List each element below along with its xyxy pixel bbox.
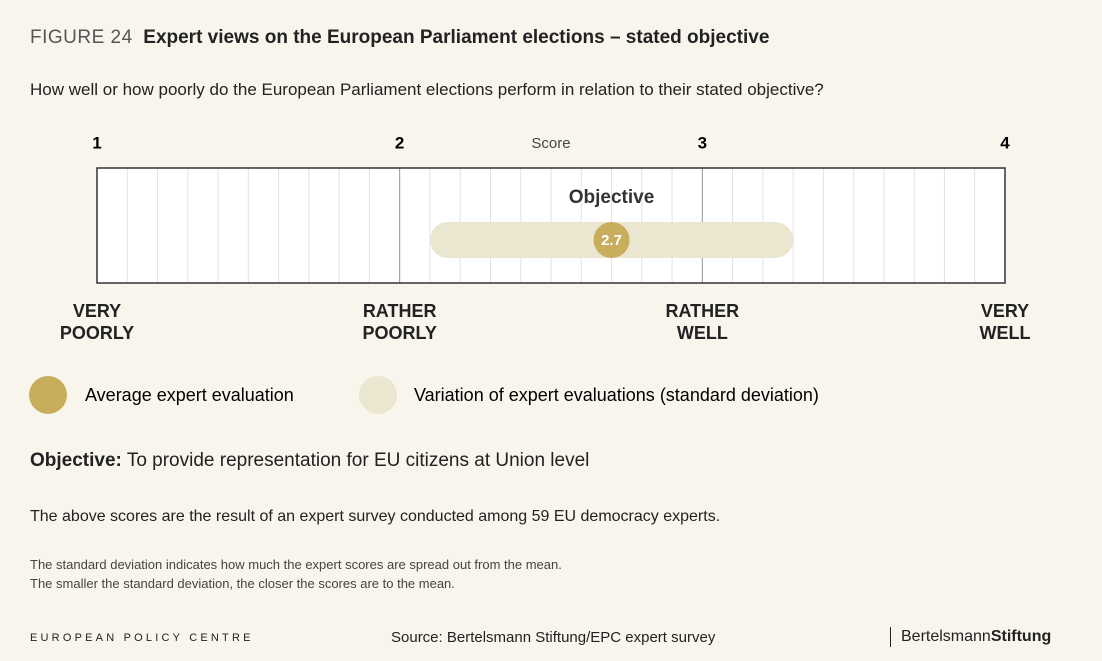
plot: 1 2 3 4 Score Objective 2.7 [92, 133, 1010, 284]
x-axis-label: Score [531, 135, 570, 152]
objective-note: Objective: To provide representation for… [30, 450, 589, 472]
legend-label: Variation of expert evaluations (standar… [414, 385, 819, 405]
objective-label: Objective: [30, 450, 122, 471]
legend-label: Average expert evaluation [85, 385, 294, 405]
legend-swatch-range [359, 376, 397, 414]
brand-part: Bertelsmann [901, 628, 991, 645]
x-tick-label: 1 [92, 133, 101, 152]
chart-title: Expert views on the European Parliament … [143, 27, 770, 48]
x-tick-label: 2 [395, 133, 404, 152]
objective-text: To provide representation for EU citizen… [126, 450, 590, 471]
footnote: The standard deviation indicates how muc… [30, 557, 562, 572]
brand: BertelsmannStiftung [890, 627, 1051, 647]
legend: Average expert evaluation Variation of e… [29, 376, 819, 414]
plot-border [96, 167, 1006, 284]
x-tick-label: 4 [1000, 133, 1010, 152]
scale-label: VERY WELL [979, 301, 1031, 343]
scale-label: VERY POORLY [59, 301, 135, 343]
source: Source: Bertelsmann Stiftung/EPC expert … [391, 629, 716, 646]
title-line: FIGURE 24 Expert views on the European P… [30, 27, 769, 49]
mean-dot [593, 222, 630, 258]
organisation: EUROPEAN POLICY CENTRE [30, 632, 254, 644]
question: How well or how poorly do the European P… [30, 80, 824, 99]
series-name: Objective [569, 187, 655, 208]
x-tick-label: 3 [698, 133, 707, 152]
value-label: 2.7 [601, 232, 622, 249]
figure-number: FIGURE 24 [30, 27, 133, 48]
scale-label: RATHER WELL [665, 301, 740, 343]
survey-note: The above scores are the result of an ex… [30, 508, 721, 525]
legend-swatch-mean [29, 376, 67, 414]
footnote: The smaller the standard deviation, the … [30, 576, 455, 591]
scale-label: RATHER POORLY [362, 301, 437, 343]
brand-part: Stiftung [990, 628, 1052, 645]
